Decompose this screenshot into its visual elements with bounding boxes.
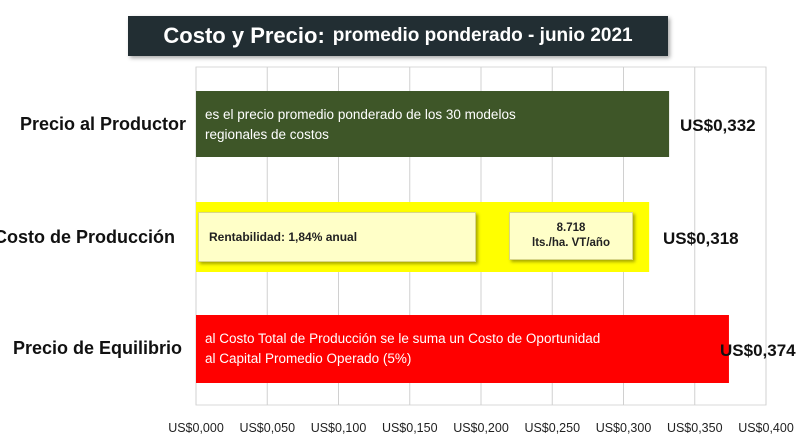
value-label: US$0,318 bbox=[663, 229, 739, 248]
annotation-precio-productor: es el precio promedio ponderado de los 3… bbox=[205, 105, 516, 145]
value-label: US$0,332 bbox=[680, 116, 756, 135]
x-tick-label: US$0,100 bbox=[311, 421, 367, 435]
annotation-litros-value: 8.718 bbox=[556, 222, 586, 234]
x-tick-label: US$0,000 bbox=[168, 421, 224, 435]
chart-title-main: Costo y Precio: bbox=[163, 23, 325, 48]
annotation-equilibrio-line-2: al Capital Promedio Operado (5%) bbox=[205, 351, 412, 366]
x-tick-label: US$0,250 bbox=[524, 421, 580, 435]
chart-title-sub: promedio ponderado - junio 2021 bbox=[332, 25, 633, 46]
value-label: US$0,374 bbox=[720, 341, 796, 360]
x-tick-label: US$0,150 bbox=[382, 421, 438, 435]
annotation-rentabilidad: Rentabilidad: 1,84% anual bbox=[198, 212, 476, 262]
annotation-litros: 8.718 lts./ha. VT/año bbox=[509, 212, 633, 260]
bar-precio-equilibrio bbox=[196, 315, 729, 383]
category-label-precio-productor: Precio al Productor bbox=[19, 114, 186, 134]
annotation-productor-line-2: regionales de costos bbox=[205, 127, 329, 142]
x-tick-label: US$0,400 bbox=[738, 421, 794, 435]
x-tick-label: US$0,300 bbox=[596, 421, 652, 435]
x-tick-label: US$0,200 bbox=[453, 421, 509, 435]
bar-precio-productor bbox=[196, 91, 670, 157]
annotation-equilibrio-line-1: al Costo Total de Producción se le suma … bbox=[205, 331, 601, 346]
category-label-costo-produccion: Costo de Producción bbox=[0, 227, 175, 247]
annotation-productor-line-1: es el precio promedio ponderado de los 3… bbox=[205, 107, 516, 122]
annotation-litros-unit: lts./ha. VT/año bbox=[532, 237, 610, 249]
annotation-precio-equilibrio: al Costo Total de Producción se le suma … bbox=[205, 329, 600, 369]
x-tick-label: US$0,350 bbox=[667, 421, 723, 435]
category-label-precio-equilibrio: Precio de Equilibrio bbox=[12, 338, 182, 358]
x-tick-label: US$0,050 bbox=[239, 421, 295, 435]
chart-title: Costo y Precio: promedio ponderado - jun… bbox=[128, 16, 668, 56]
